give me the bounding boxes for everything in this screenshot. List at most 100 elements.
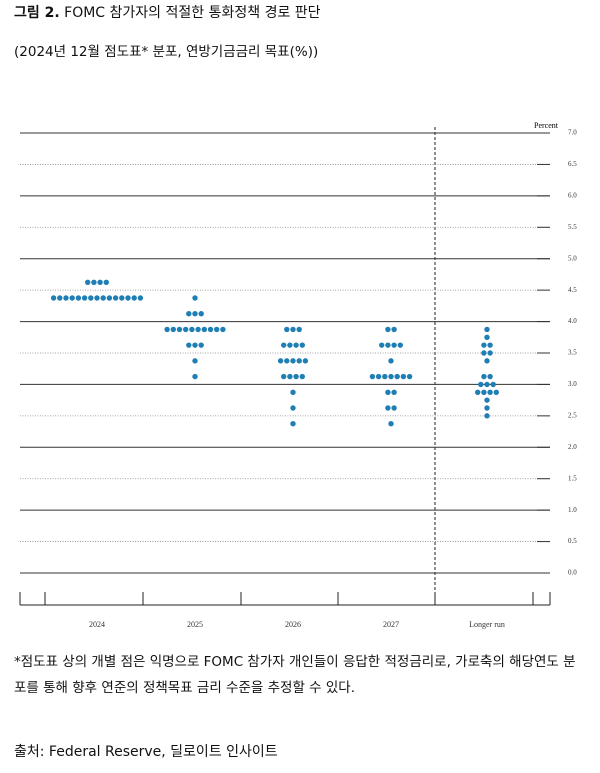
- dot: [137, 295, 144, 301]
- dot: [106, 295, 113, 301]
- dot: [296, 326, 302, 333]
- dot: [490, 381, 496, 388]
- dot: [290, 405, 296, 411]
- dot: [487, 350, 493, 356]
- y-tick-label: 3.0: [568, 380, 577, 388]
- y-tick-label: 7.0: [568, 129, 577, 137]
- dot: [198, 311, 204, 317]
- dot: [100, 295, 106, 301]
- dot: [290, 358, 296, 364]
- dot: [75, 295, 82, 301]
- dot: [192, 358, 198, 364]
- x-tick-label: Longer run: [469, 620, 505, 629]
- dot: [400, 373, 407, 380]
- dot: [382, 373, 388, 380]
- title-line: 그림 2. FOMC 참가자의 적절한 통화정책 경로 판단: [14, 2, 321, 22]
- dot: [57, 295, 63, 301]
- dot: [484, 334, 490, 340]
- y-tick-label: 1.5: [568, 474, 577, 482]
- y-tick-label: 5.0: [568, 254, 577, 262]
- figure-label: 그림 2.: [14, 5, 60, 21]
- dot: [388, 358, 394, 364]
- dot: [290, 389, 296, 395]
- dot: [484, 397, 490, 403]
- chart-subtitle: (2024년 12월 점도표* 분포, 연방기금금리 목표(%)): [14, 44, 319, 60]
- dot: [391, 342, 397, 348]
- dot: [478, 381, 484, 388]
- dot: [385, 389, 391, 395]
- dot: [192, 295, 198, 301]
- source: 출처: Federal Reserve, 딜로이트 인사이트: [14, 744, 278, 760]
- dot: [281, 342, 287, 348]
- dot: [81, 295, 88, 301]
- dot: [302, 358, 309, 364]
- dot: [293, 342, 299, 348]
- dot: [475, 389, 481, 395]
- dot: [94, 295, 100, 301]
- dot: [198, 342, 204, 348]
- dot: [391, 326, 397, 333]
- dot: [481, 389, 487, 395]
- dot: [375, 373, 382, 380]
- y-tick-label: 0.0: [568, 569, 577, 577]
- dot: [281, 373, 287, 380]
- dot: [406, 373, 413, 380]
- dot: [385, 342, 391, 348]
- dot: [397, 342, 403, 348]
- y-tick-label: 4.0: [568, 317, 577, 325]
- dot: [125, 295, 131, 301]
- dot: [214, 326, 220, 333]
- dot: [195, 326, 201, 333]
- x-tick-label: 2026: [285, 620, 301, 629]
- dot: [112, 295, 119, 301]
- dot: [290, 326, 296, 333]
- x-tick-label: 2027: [383, 620, 399, 629]
- y-tick-label: 6.5: [568, 160, 577, 168]
- dot: [487, 342, 493, 348]
- dot: [484, 326, 490, 333]
- dot: [207, 326, 214, 333]
- dot: [97, 279, 103, 285]
- dot: [484, 381, 490, 388]
- dot: [293, 373, 299, 380]
- dot: [484, 413, 490, 419]
- dot: [369, 373, 376, 380]
- dot: [192, 342, 198, 348]
- dot: [189, 326, 195, 333]
- y-tick-label: 1.0: [568, 506, 577, 514]
- y-unit-label: Percent: [534, 121, 559, 130]
- dot: [284, 358, 290, 364]
- dot: [176, 326, 183, 333]
- dot: [186, 311, 192, 317]
- dot: [164, 326, 170, 333]
- y-tick-label: 2.0: [568, 443, 577, 451]
- dot: [296, 358, 302, 364]
- footnote: *점도표 상의 개별 점은 익명으로 FOMC 참가자 개인들이 응답한 적정금…: [14, 654, 576, 696]
- dot: [487, 373, 493, 380]
- y-tick-label: 3.5: [568, 349, 577, 357]
- dot: [391, 405, 397, 411]
- dot: [484, 358, 490, 364]
- dot: [481, 342, 487, 348]
- y-tick-label: 4.5: [568, 286, 577, 294]
- dot: [50, 295, 57, 301]
- dot: [220, 326, 226, 333]
- dot: [481, 350, 487, 356]
- dot: [277, 358, 284, 364]
- dot: [391, 389, 397, 395]
- dot: [379, 342, 385, 348]
- y-tick-label: 5.5: [568, 223, 577, 231]
- dot: [385, 405, 391, 411]
- dot: [484, 405, 490, 411]
- dot: [388, 421, 394, 427]
- dot: [91, 279, 97, 285]
- dot: [385, 326, 391, 333]
- y-tick-label: 6.0: [568, 191, 577, 199]
- dot: [290, 421, 296, 427]
- dot: [287, 342, 293, 348]
- dot: [63, 295, 69, 301]
- dot: [192, 311, 198, 317]
- dot: [119, 295, 125, 301]
- dot: [388, 373, 394, 380]
